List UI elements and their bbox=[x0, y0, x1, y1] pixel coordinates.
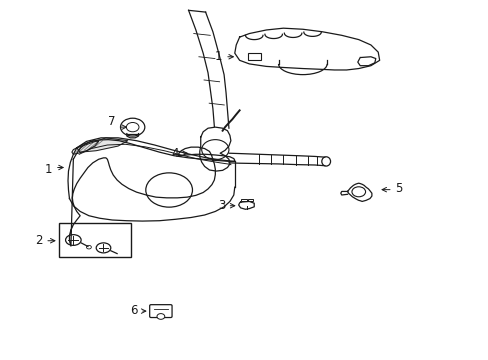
Circle shape bbox=[201, 140, 228, 159]
Circle shape bbox=[120, 118, 144, 136]
Ellipse shape bbox=[86, 246, 91, 249]
FancyBboxPatch shape bbox=[149, 305, 172, 318]
Text: 5: 5 bbox=[394, 183, 402, 195]
Text: 7: 7 bbox=[108, 114, 116, 127]
Text: 4: 4 bbox=[171, 147, 179, 160]
Text: 1: 1 bbox=[45, 163, 52, 176]
Text: 6: 6 bbox=[130, 304, 137, 317]
Ellipse shape bbox=[65, 235, 81, 246]
Circle shape bbox=[157, 314, 164, 319]
Ellipse shape bbox=[96, 243, 111, 253]
Circle shape bbox=[145, 173, 192, 207]
Ellipse shape bbox=[321, 157, 330, 166]
Text: 3: 3 bbox=[217, 198, 224, 212]
Bar bbox=[59, 223, 130, 257]
Polygon shape bbox=[77, 138, 127, 152]
Bar bbox=[241, 199, 246, 202]
Bar bbox=[248, 199, 253, 202]
Text: 1: 1 bbox=[215, 50, 222, 63]
Circle shape bbox=[126, 122, 139, 132]
Bar bbox=[248, 53, 260, 60]
Text: 2: 2 bbox=[35, 234, 42, 247]
Circle shape bbox=[351, 187, 365, 197]
